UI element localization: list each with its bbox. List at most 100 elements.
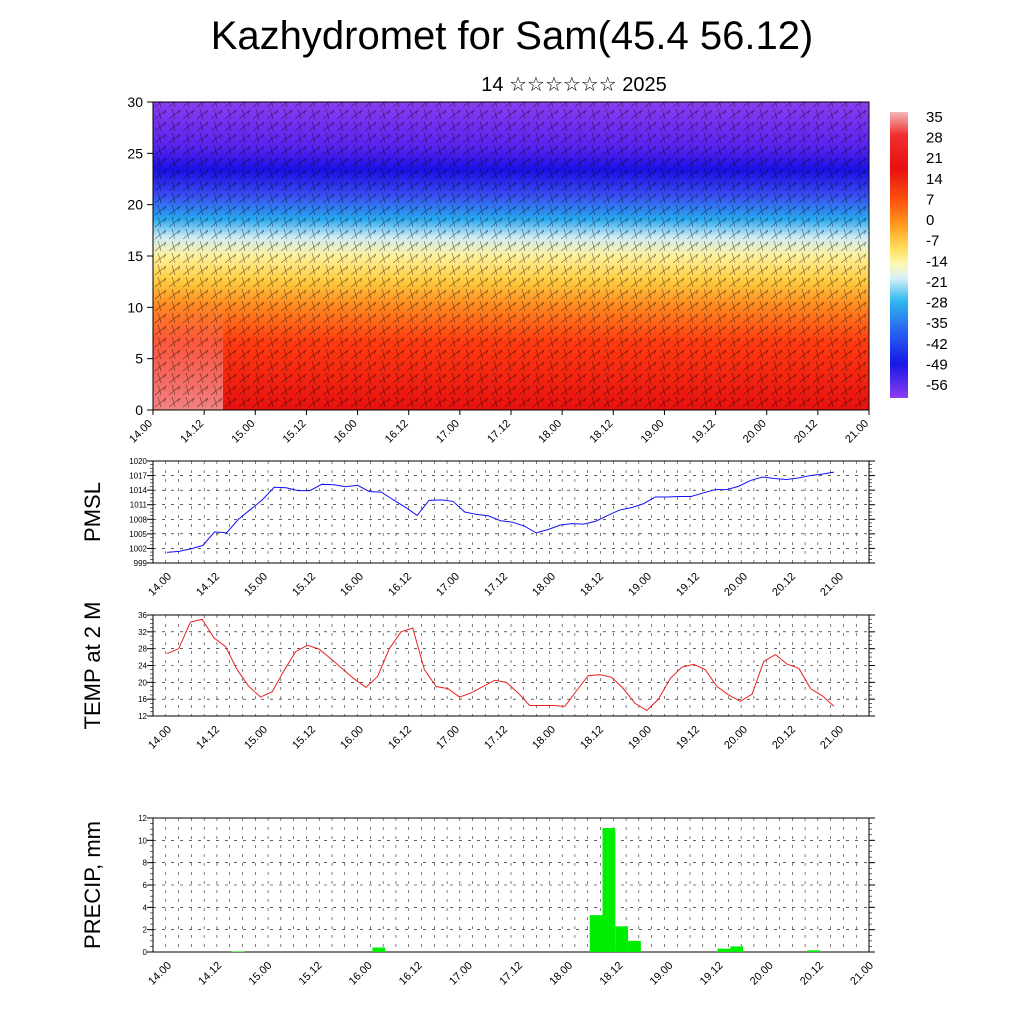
temp-series-line: [166, 618, 835, 712]
x-tick-label: 19.00: [639, 418, 667, 446]
precip-bar: [717, 948, 731, 952]
colorbar-label: 28: [926, 130, 943, 147]
precip-bar: [615, 926, 629, 952]
y-tick-label: 10: [138, 836, 147, 845]
x-tick-label: 21.00: [848, 960, 876, 988]
x-tick-label: 15.12: [297, 960, 325, 988]
y-tick-label: 1020: [129, 457, 147, 466]
precip-bar: [730, 946, 744, 952]
x-tick-label: 20.00: [722, 724, 750, 752]
x-tick-label: 17.00: [434, 571, 462, 599]
y-tick-label: 25: [127, 145, 143, 161]
y-tick-label: 10: [127, 299, 143, 315]
x-tick-label: 20.12: [792, 418, 820, 446]
y-tick-label: 20: [138, 678, 147, 687]
x-tick-label: 17.12: [485, 418, 513, 446]
precip-bar: [602, 828, 616, 952]
y-tick-label: 8: [143, 859, 148, 868]
colorbar-label: -35: [926, 315, 948, 332]
x-tick-label: 16.12: [383, 418, 411, 446]
y-tick-label: 6: [143, 881, 148, 890]
x-tick-label: 19.12: [698, 960, 726, 988]
x-tick-label: 16.00: [332, 418, 360, 446]
y-tick-label: 1002: [129, 544, 147, 553]
y-tick-label: 28: [138, 645, 147, 654]
y-tick-label: 4: [143, 903, 148, 912]
x-tick-label: 20.12: [798, 960, 826, 988]
colorbar-label: 35: [926, 109, 943, 126]
precip-bar: [231, 951, 245, 952]
y-tick-label: 1008: [129, 515, 147, 524]
precip-bar: [628, 940, 641, 952]
y-tick-label: 20: [127, 197, 143, 213]
y-tick-label: 5: [135, 351, 143, 367]
colorbar-label: -21: [926, 274, 948, 291]
x-tick-label: 14.00: [146, 724, 174, 752]
colorbar-label: -14: [926, 253, 948, 270]
x-tick-label: 20.12: [770, 571, 798, 599]
y-tick-label: 1017: [129, 472, 147, 481]
x-tick-label: 15.00: [246, 960, 274, 988]
pmsl-panel: 999 1002 1005 1008 1011 1014 1017 1020 14.00 14.1…: [80, 457, 875, 599]
x-tick-label: 16.12: [386, 571, 414, 599]
x-tick-label: 15.12: [290, 724, 318, 752]
y-axis-title: TEMP at 2 M: [80, 602, 105, 730]
y-tick-label: 36: [138, 611, 147, 620]
x-tick-label: 17.00: [434, 724, 462, 752]
wind-barbs: [153, 102, 869, 410]
colorbar-label: -56: [926, 377, 948, 394]
x-tick-label: 15.12: [290, 571, 318, 599]
x-tick-label: 15.00: [242, 571, 270, 599]
y-tick-label: 30: [127, 94, 143, 110]
x-tick-label: 18.12: [587, 418, 615, 446]
x-tick-label: 15.00: [242, 724, 270, 752]
x-tick-label: 14.00: [146, 571, 174, 599]
x-tick-label: 18.00: [530, 724, 558, 752]
x-tick-label: 16.00: [347, 960, 375, 988]
x-tick-label: 17.12: [482, 571, 510, 599]
pmsl-series-line: [166, 471, 835, 553]
y-axis-title: PRECIP, mm: [80, 821, 105, 949]
x-tick-label: 19.12: [674, 724, 702, 752]
x-tick-label: 17.00: [447, 960, 475, 988]
colorbar-label: 21: [926, 150, 943, 167]
x-tick-label: 14.00: [146, 960, 174, 988]
x-tick-label: 16.00: [338, 571, 366, 599]
colorbar-label: -7: [926, 233, 939, 250]
x-tick-label: 17.00: [434, 418, 462, 446]
x-tick-label: 15.12: [281, 418, 309, 446]
y-tick-label: 15: [127, 248, 143, 264]
x-tick-label: 19.12: [690, 418, 718, 446]
x-tick-label: 21.00: [818, 571, 846, 599]
precip-bar: [807, 950, 820, 952]
x-tick-label: 18.12: [578, 724, 606, 752]
plot-frame: [152, 460, 870, 564]
x-tick-label: 18.12: [597, 960, 625, 988]
x-tick-label: 14.12: [194, 724, 222, 752]
x-tick-label: 18.00: [547, 960, 575, 988]
y-tick-label: 0: [135, 402, 143, 418]
y-tick-label: 1011: [130, 501, 148, 510]
x-tick-label: 18.00: [536, 418, 564, 446]
page-subtitle: 14 ☆☆☆☆☆☆ 2025: [481, 74, 667, 96]
y-tick-label: 2: [143, 926, 148, 935]
plot-frame: [152, 614, 870, 717]
x-tick-label: 14.12: [178, 418, 206, 446]
heatmap-panel: 0 5 10 15 20 25 30 14.00 14.12 15.00 15.12 16.00 16.…: [127, 94, 948, 446]
x-tick-label: 20.00: [722, 571, 750, 599]
precip-bar: [372, 947, 386, 952]
x-tick-label: 14.00: [127, 418, 155, 446]
x-tick-label: 19.00: [648, 960, 676, 988]
precip-panel: 0 2 4 6 8 10 12 14.00 14.12 15.00 15.12 16.00 16.12 1…: [80, 814, 876, 988]
precip-bar: [589, 915, 603, 952]
colorbar-label: 14: [926, 171, 943, 188]
x-tick-label: 17.12: [497, 960, 525, 988]
x-tick-label: 20.00: [748, 960, 776, 988]
y-tick-label: 16: [138, 695, 147, 704]
x-tick-label: 21.00: [843, 418, 871, 446]
y-tick-label: 1014: [129, 486, 147, 495]
x-tick-label: 16.00: [338, 724, 366, 752]
colorbar-label: -49: [926, 356, 948, 373]
x-tick-label: 15.00: [229, 418, 257, 446]
